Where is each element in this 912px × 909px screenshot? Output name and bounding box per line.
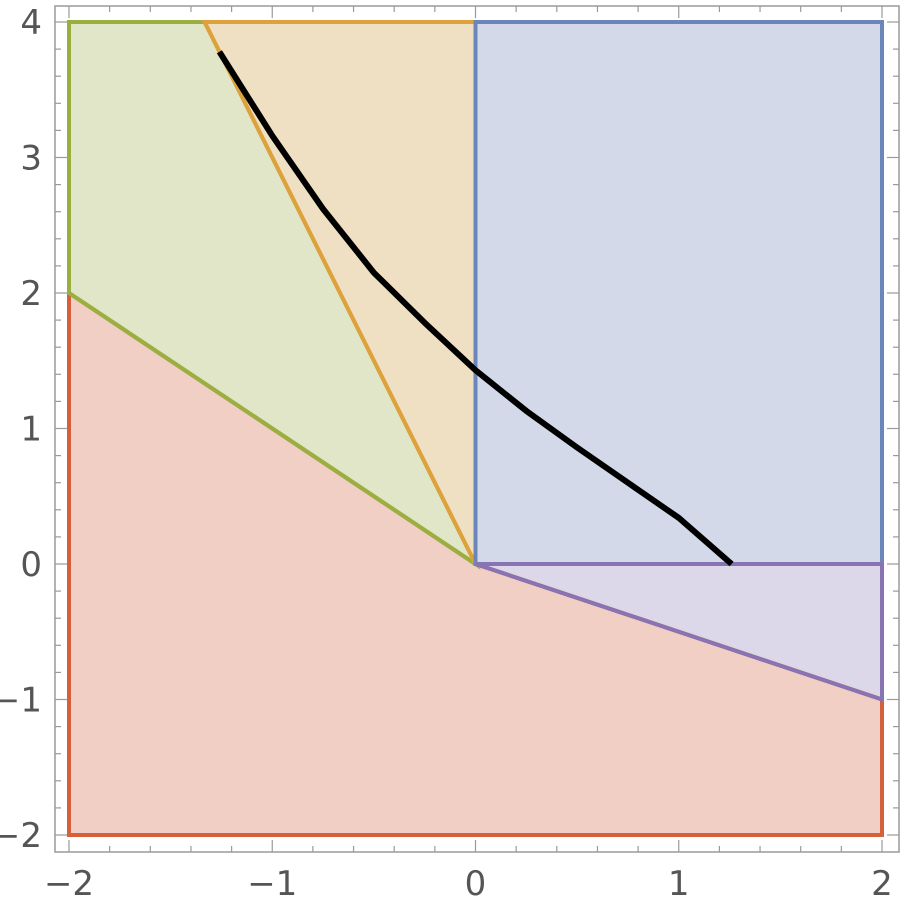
tick-marks [55, 6, 899, 852]
x-tick-label: 2 [871, 864, 893, 904]
y-tick-label: −1 [0, 681, 42, 721]
x-tick-label: −1 [247, 864, 297, 904]
x-tick-label: −2 [44, 864, 94, 904]
region-blue [475, 22, 882, 564]
y-tick-label: −2 [0, 816, 42, 856]
y-tick-label: 0 [20, 545, 42, 585]
y-tick-label: 3 [20, 139, 42, 179]
region-green [69, 22, 476, 564]
y-tick-label: 4 [20, 3, 42, 43]
x-tick-label: 1 [668, 864, 690, 904]
y-tick-label: 2 [20, 274, 42, 314]
y-tick-label: 1 [20, 410, 42, 450]
tick-labels: −2 −1 0 1 2 −2 −1 0 1 2 3 4 [0, 3, 893, 904]
boundary-curve [216, 50, 734, 567]
region-purple-border [474, 562, 884, 703]
regions-layer [67, 20, 884, 837]
curve-layer [216, 50, 734, 567]
x-tick-label: 0 [465, 864, 487, 904]
